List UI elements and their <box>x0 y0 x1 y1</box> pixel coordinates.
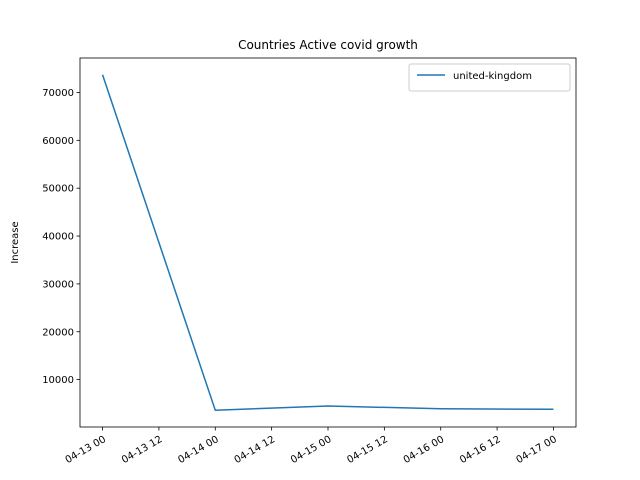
y-axis-label: Increase <box>10 221 21 263</box>
y-tick-label: 40000 <box>42 232 74 243</box>
y-tick-label: 60000 <box>42 136 74 147</box>
legend-entry-label: united-kingdom <box>453 71 532 82</box>
legend: united-kingdom <box>408 63 571 92</box>
series-layer <box>101 74 554 411</box>
plot-area <box>80 58 576 427</box>
chart-title: Countries Active covid growth <box>238 38 418 52</box>
y-tick-label: 70000 <box>42 88 74 99</box>
y-axis-ticks: 10000 20000 30000 40000 50000 60000 70000 <box>42 88 80 386</box>
y-tick-label: 30000 <box>42 279 74 290</box>
y-tick-label: 20000 <box>42 327 74 338</box>
legend-box <box>408 63 571 92</box>
y-tick-label: 50000 <box>42 184 74 195</box>
y-tick-label: 10000 <box>42 375 74 386</box>
